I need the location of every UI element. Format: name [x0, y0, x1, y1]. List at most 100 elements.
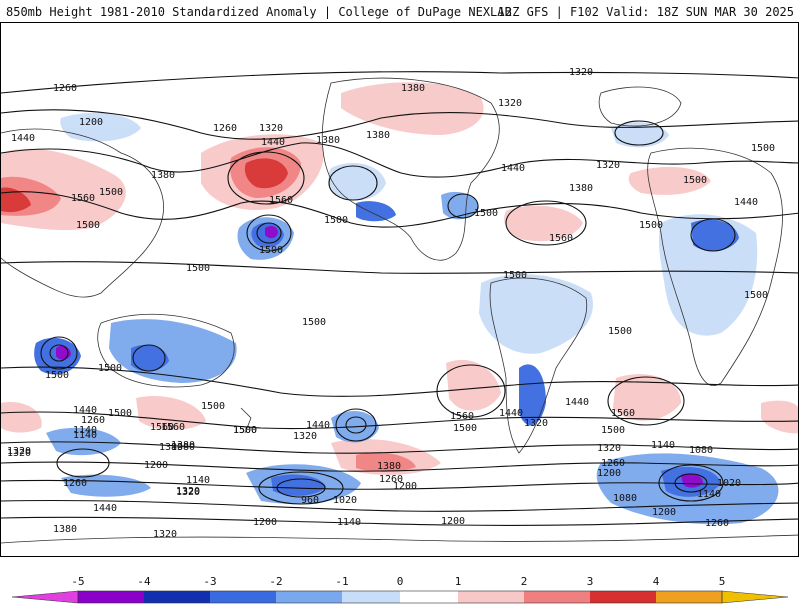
contour-label: 1380 [171, 442, 195, 453]
colorbar-segment [400, 591, 458, 603]
contour-label: 1500 [324, 215, 348, 226]
contour-1380-south [1, 441, 798, 454]
contour-1320-south [1, 461, 798, 472]
colorbar-arrow-high [721, 590, 789, 604]
negative-anomaly-s-america [479, 274, 593, 354]
contour-s-atlantic-high [607, 376, 685, 426]
contour-label: 1020 [333, 495, 357, 506]
contour-label: 1380 [366, 130, 390, 141]
contour-label: 1500 [76, 220, 100, 231]
contour-label: 1380 [377, 461, 401, 472]
contour-1440-north [1, 142, 798, 178]
contour-label: 1440 [565, 397, 589, 408]
contour-label: 1140 [697, 489, 721, 500]
contour-label: 1500 [302, 317, 326, 328]
colorbar-segment [144, 591, 210, 603]
contour-label: 1200 [441, 516, 465, 527]
positive-anomaly-e-edge [761, 400, 798, 434]
anomaly-map: 1320 1380 1320 1260 1200 1260 1320 1440 … [0, 22, 799, 557]
contour-label: 1560 [450, 411, 474, 422]
contour-label: 1200 [597, 468, 621, 479]
continent-outlines [1, 77, 798, 544]
contour-label: 1500 [601, 425, 625, 436]
contour-label: 1560 [611, 408, 635, 419]
contour-e-us-low [447, 193, 479, 219]
contour-label: 1500 [186, 263, 210, 274]
colorbar-segment [276, 591, 342, 603]
contour-s-pacific-high [436, 364, 506, 418]
contour-label: 1500 [259, 245, 283, 256]
australia-outline [97, 313, 235, 388]
colorbar [0, 590, 800, 604]
contour-label: 1500 [453, 423, 477, 434]
contour-label: 1500 [744, 290, 768, 301]
colorbar-tick: -1 [335, 575, 349, 588]
contour-1500-north [1, 191, 798, 228]
colorbar-ticks: -5 -4 -3 -2 -1 0 1 2 3 4 5 [0, 575, 800, 589]
contour-s-ocean-low-east [658, 464, 724, 502]
contour-label: 1500 [474, 208, 498, 219]
contour-c-pacific-high [505, 200, 587, 246]
contour-label: 1440 [501, 163, 525, 174]
contour-nw-pacific-high [227, 151, 305, 205]
contour-label: 1320 [153, 529, 177, 540]
contour-w-us-low [328, 165, 378, 201]
contour-label: 1560 [71, 193, 95, 204]
positive-anomaly-canada [341, 82, 484, 135]
contour-label: 1260 [601, 458, 625, 469]
contour-label: 1440 [306, 420, 330, 431]
contour-label: 1260 [705, 518, 729, 529]
contour-label: 1440 [93, 503, 117, 514]
contour-label: 1500 [99, 187, 123, 198]
contour-label: 1500 [683, 175, 707, 186]
south-america-outline [489, 277, 588, 454]
contour-label: 1320 [498, 98, 522, 109]
colorbar-arrow-low [11, 590, 79, 604]
negative-anomaly-greenland [611, 122, 669, 148]
contour-label: 960 [301, 495, 319, 506]
greenland-outline [598, 86, 682, 127]
positive-anomaly-asia-max [1, 187, 31, 213]
contour-label: 1260 [63, 478, 87, 489]
positive-anomaly-europe [628, 166, 711, 195]
negative-anomaly-australia [109, 319, 237, 383]
colorbar-tick: 0 [396, 575, 404, 588]
contour-label: 1380 [171, 440, 195, 451]
contour-label: 1140 [651, 440, 675, 451]
contour-label: 1200 [393, 481, 417, 492]
contour-label: 1560 [549, 233, 573, 244]
negative-anomaly-sw [46, 427, 121, 456]
contour-label: 1260 [213, 123, 237, 134]
contour-label: 1440 [261, 137, 285, 148]
contour-label: 1500 [608, 326, 632, 337]
header-bar: 850mb Height 1981-2010 Standardized Anom… [0, 0, 800, 22]
contour-label: 1500 [233, 425, 257, 436]
contour-label: 1200 [79, 117, 103, 128]
contour-label: 1020 [717, 478, 741, 489]
colorbar-segment [524, 591, 590, 603]
contour-label: 1260 [379, 474, 403, 485]
contour-s-pacific-trough-inner [276, 478, 326, 498]
colorbar-tick: 3 [586, 575, 594, 588]
contour-label: 1320 [597, 443, 621, 454]
colorbar-tick: 5 [718, 575, 726, 588]
contour-label: 1440 [73, 405, 97, 416]
contour-label: 1320 [524, 418, 548, 429]
contour-label: 1500 [639, 220, 663, 231]
negative-anomaly-andes [519, 364, 546, 426]
contour-sw-low [56, 448, 110, 478]
contour-label: 1500 [201, 401, 225, 412]
contour-1140-south [1, 516, 798, 526]
contour-label: 1080 [689, 445, 713, 456]
contour-label: 1320 [7, 446, 31, 457]
contour-1260-south [1, 479, 798, 490]
map-canvas: 1320 1380 1320 1260 1200 1260 1320 1440 … [1, 67, 798, 544]
contour-label: 1320 [596, 160, 620, 171]
colorbar-tick: 4 [652, 575, 660, 588]
europe-africa-outline [647, 147, 783, 386]
contour-label: 1140 [186, 475, 210, 486]
contour-label: 1500 [45, 370, 69, 381]
contour-label: 1560 [150, 422, 174, 433]
positive-anomaly-s-pacific [446, 359, 501, 411]
contour-indian-cyclone [40, 336, 78, 370]
